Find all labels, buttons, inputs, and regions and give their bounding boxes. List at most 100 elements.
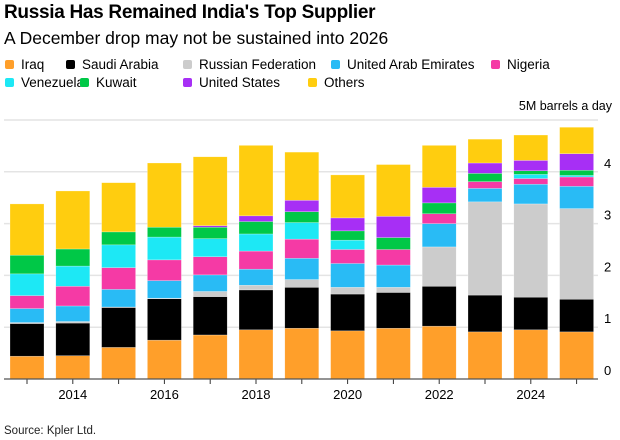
legend-item-russian-federation: Russian Federation xyxy=(183,57,316,72)
legend-label: Kuwait xyxy=(96,75,137,90)
bar-segment-united-arab-emirates-2022 xyxy=(421,223,457,248)
legend-label: Venezuela xyxy=(21,75,85,90)
bar-segment-kuwait-2022 xyxy=(421,202,457,215)
bar-segment-nigeria-2013 xyxy=(9,295,45,309)
source-note: Source: Kpler Ltd. xyxy=(4,425,97,437)
bar-segment-saudi-arabia-2023 xyxy=(467,294,503,333)
bar-segment-venezuela-2015 xyxy=(101,244,136,268)
bar-segment-kuwait-2015 xyxy=(101,231,136,246)
bar-segment-venezuela-2024 xyxy=(513,174,549,179)
bar-segment-kuwait-2018 xyxy=(238,221,274,235)
bar-segment-saudi-arabia-2019 xyxy=(284,287,320,329)
bar-segment-saudi-arabia-2025 xyxy=(559,298,594,333)
bar-segment-russian-federation-2017 xyxy=(192,291,228,297)
bar-segment-nigeria-2018 xyxy=(238,250,274,270)
legend-item-venezuela: Venezuela xyxy=(5,75,84,90)
x-tick-label: 2024 xyxy=(516,387,545,402)
bar-segment-others-2018 xyxy=(238,145,274,217)
bar-segment-nigeria-2025 xyxy=(559,176,594,187)
bar-segment-nigeria-2021 xyxy=(376,249,411,266)
bar-segment-saudi-arabia-2021 xyxy=(376,292,411,329)
bar-segment-venezuela-2017 xyxy=(192,238,228,258)
bar-segment-russian-federation-2024 xyxy=(513,203,549,298)
bar-segment-venezuela-2016 xyxy=(147,236,182,261)
bar-segment-venezuela-2014 xyxy=(55,265,91,287)
legend-swatch xyxy=(331,60,340,69)
bar-segment-nigeria-2020 xyxy=(330,249,365,264)
bar-segment-others-2019 xyxy=(284,151,320,201)
bar-segment-others-2024 xyxy=(513,134,549,161)
y-tick-label: 1 xyxy=(604,311,611,326)
bar-segment-united-arab-emirates-2018 xyxy=(238,268,274,286)
bar-segment-others-2025 xyxy=(559,127,594,154)
y-tick-label: 3 xyxy=(604,208,611,223)
bar-segment-iraq-2018 xyxy=(238,329,274,380)
bar-segment-iraq-2020 xyxy=(330,330,365,380)
y-tick-label: 4 xyxy=(604,156,611,171)
bar-segment-united-arab-emirates-2017 xyxy=(192,274,228,292)
x-tick-label: 2022 xyxy=(425,387,454,402)
bar-segment-iraq-2014 xyxy=(55,355,91,380)
bar-segment-united-arab-emirates-2016 xyxy=(147,280,182,299)
bar-segment-saudi-arabia-2024 xyxy=(513,296,549,331)
bar-segment-united-arab-emirates-2021 xyxy=(376,264,411,288)
bar-segment-kuwait-2019 xyxy=(284,211,320,223)
bar-segment-united-states-2021 xyxy=(376,216,411,238)
bar-segment-iraq-2021 xyxy=(376,327,411,380)
bar-segment-united-states-2025 xyxy=(559,153,594,171)
chart-title: Russia Has Remained India's Top Supplier xyxy=(4,2,376,23)
bar-segment-others-2022 xyxy=(421,145,457,188)
y-tick-label: 2 xyxy=(604,259,611,274)
bar-segment-nigeria-2016 xyxy=(147,259,182,281)
legend-label: Nigeria xyxy=(507,57,550,72)
x-tick-label: 2020 xyxy=(333,387,362,402)
bar-segment-kuwait-2024 xyxy=(513,170,549,175)
legend-label: Russian Federation xyxy=(199,57,317,72)
bar-segment-saudi-arabia-2015 xyxy=(101,307,136,348)
bar-segment-others-2013 xyxy=(9,203,45,256)
bar-segment-russian-federation-2021 xyxy=(376,287,411,293)
bar-segment-united-arab-emirates-2023 xyxy=(467,188,503,203)
bar-segment-others-2015 xyxy=(101,182,136,233)
bar-segment-united-arab-emirates-2024 xyxy=(513,183,549,205)
bar-segment-nigeria-2023 xyxy=(467,181,503,189)
bar-segment-kuwait-2014 xyxy=(55,248,91,267)
bar-segment-others-2020 xyxy=(330,174,365,219)
bar-segment-iraq-2019 xyxy=(284,327,320,380)
bar-segment-kuwait-2021 xyxy=(376,237,411,250)
bar-segment-others-2017 xyxy=(192,156,228,226)
legend-label: Iraq xyxy=(21,57,45,72)
x-tick-label: 2014 xyxy=(58,387,87,402)
y-tick-label: 0 xyxy=(604,363,611,378)
bar-segment-iraq-2015 xyxy=(101,347,136,380)
bar-segment-united-arab-emirates-2025 xyxy=(559,186,594,209)
bar-segment-russian-federation-2018 xyxy=(238,284,274,291)
bar-segment-iraq-2016 xyxy=(147,339,182,380)
bar-segment-nigeria-2017 xyxy=(192,256,228,276)
legend-label: United States xyxy=(199,75,281,90)
bar-segment-iraq-2017 xyxy=(192,334,228,380)
legend-label: Saudi Arabia xyxy=(82,57,159,72)
bar-segment-nigeria-2022 xyxy=(421,213,457,224)
bar-segment-saudi-arabia-2013 xyxy=(9,323,45,357)
bar-segment-kuwait-2020 xyxy=(330,230,365,241)
legend-item-iraq: Iraq xyxy=(5,57,44,72)
bar-segment-iraq-2022 xyxy=(421,325,457,380)
bar-segment-united-arab-emirates-2020 xyxy=(330,263,365,288)
legend-item-united-states: United States xyxy=(183,75,280,90)
bar-segment-venezuela-2019 xyxy=(284,222,320,240)
chart-subtitle: A December drop may not be sustained int… xyxy=(4,28,389,48)
bar-segment-iraq-2023 xyxy=(467,331,503,380)
bar-segment-nigeria-2015 xyxy=(101,267,136,290)
y-axis-unit-label: 5M barrels a day xyxy=(518,99,612,113)
bar-segment-united-states-2019 xyxy=(284,200,320,212)
legend-swatch xyxy=(183,60,192,69)
bar-segment-united-states-2020 xyxy=(330,217,365,232)
bar-segment-others-2016 xyxy=(147,162,182,228)
bar-segment-others-2023 xyxy=(467,138,503,164)
bar-segment-russian-federation-2020 xyxy=(330,287,365,295)
x-tick-label: 2016 xyxy=(150,387,179,402)
bar-segment-russian-federation-2025 xyxy=(559,208,594,300)
bar-segment-united-arab-emirates-2013 xyxy=(9,308,45,323)
bar-segment-iraq-2013 xyxy=(9,355,45,380)
